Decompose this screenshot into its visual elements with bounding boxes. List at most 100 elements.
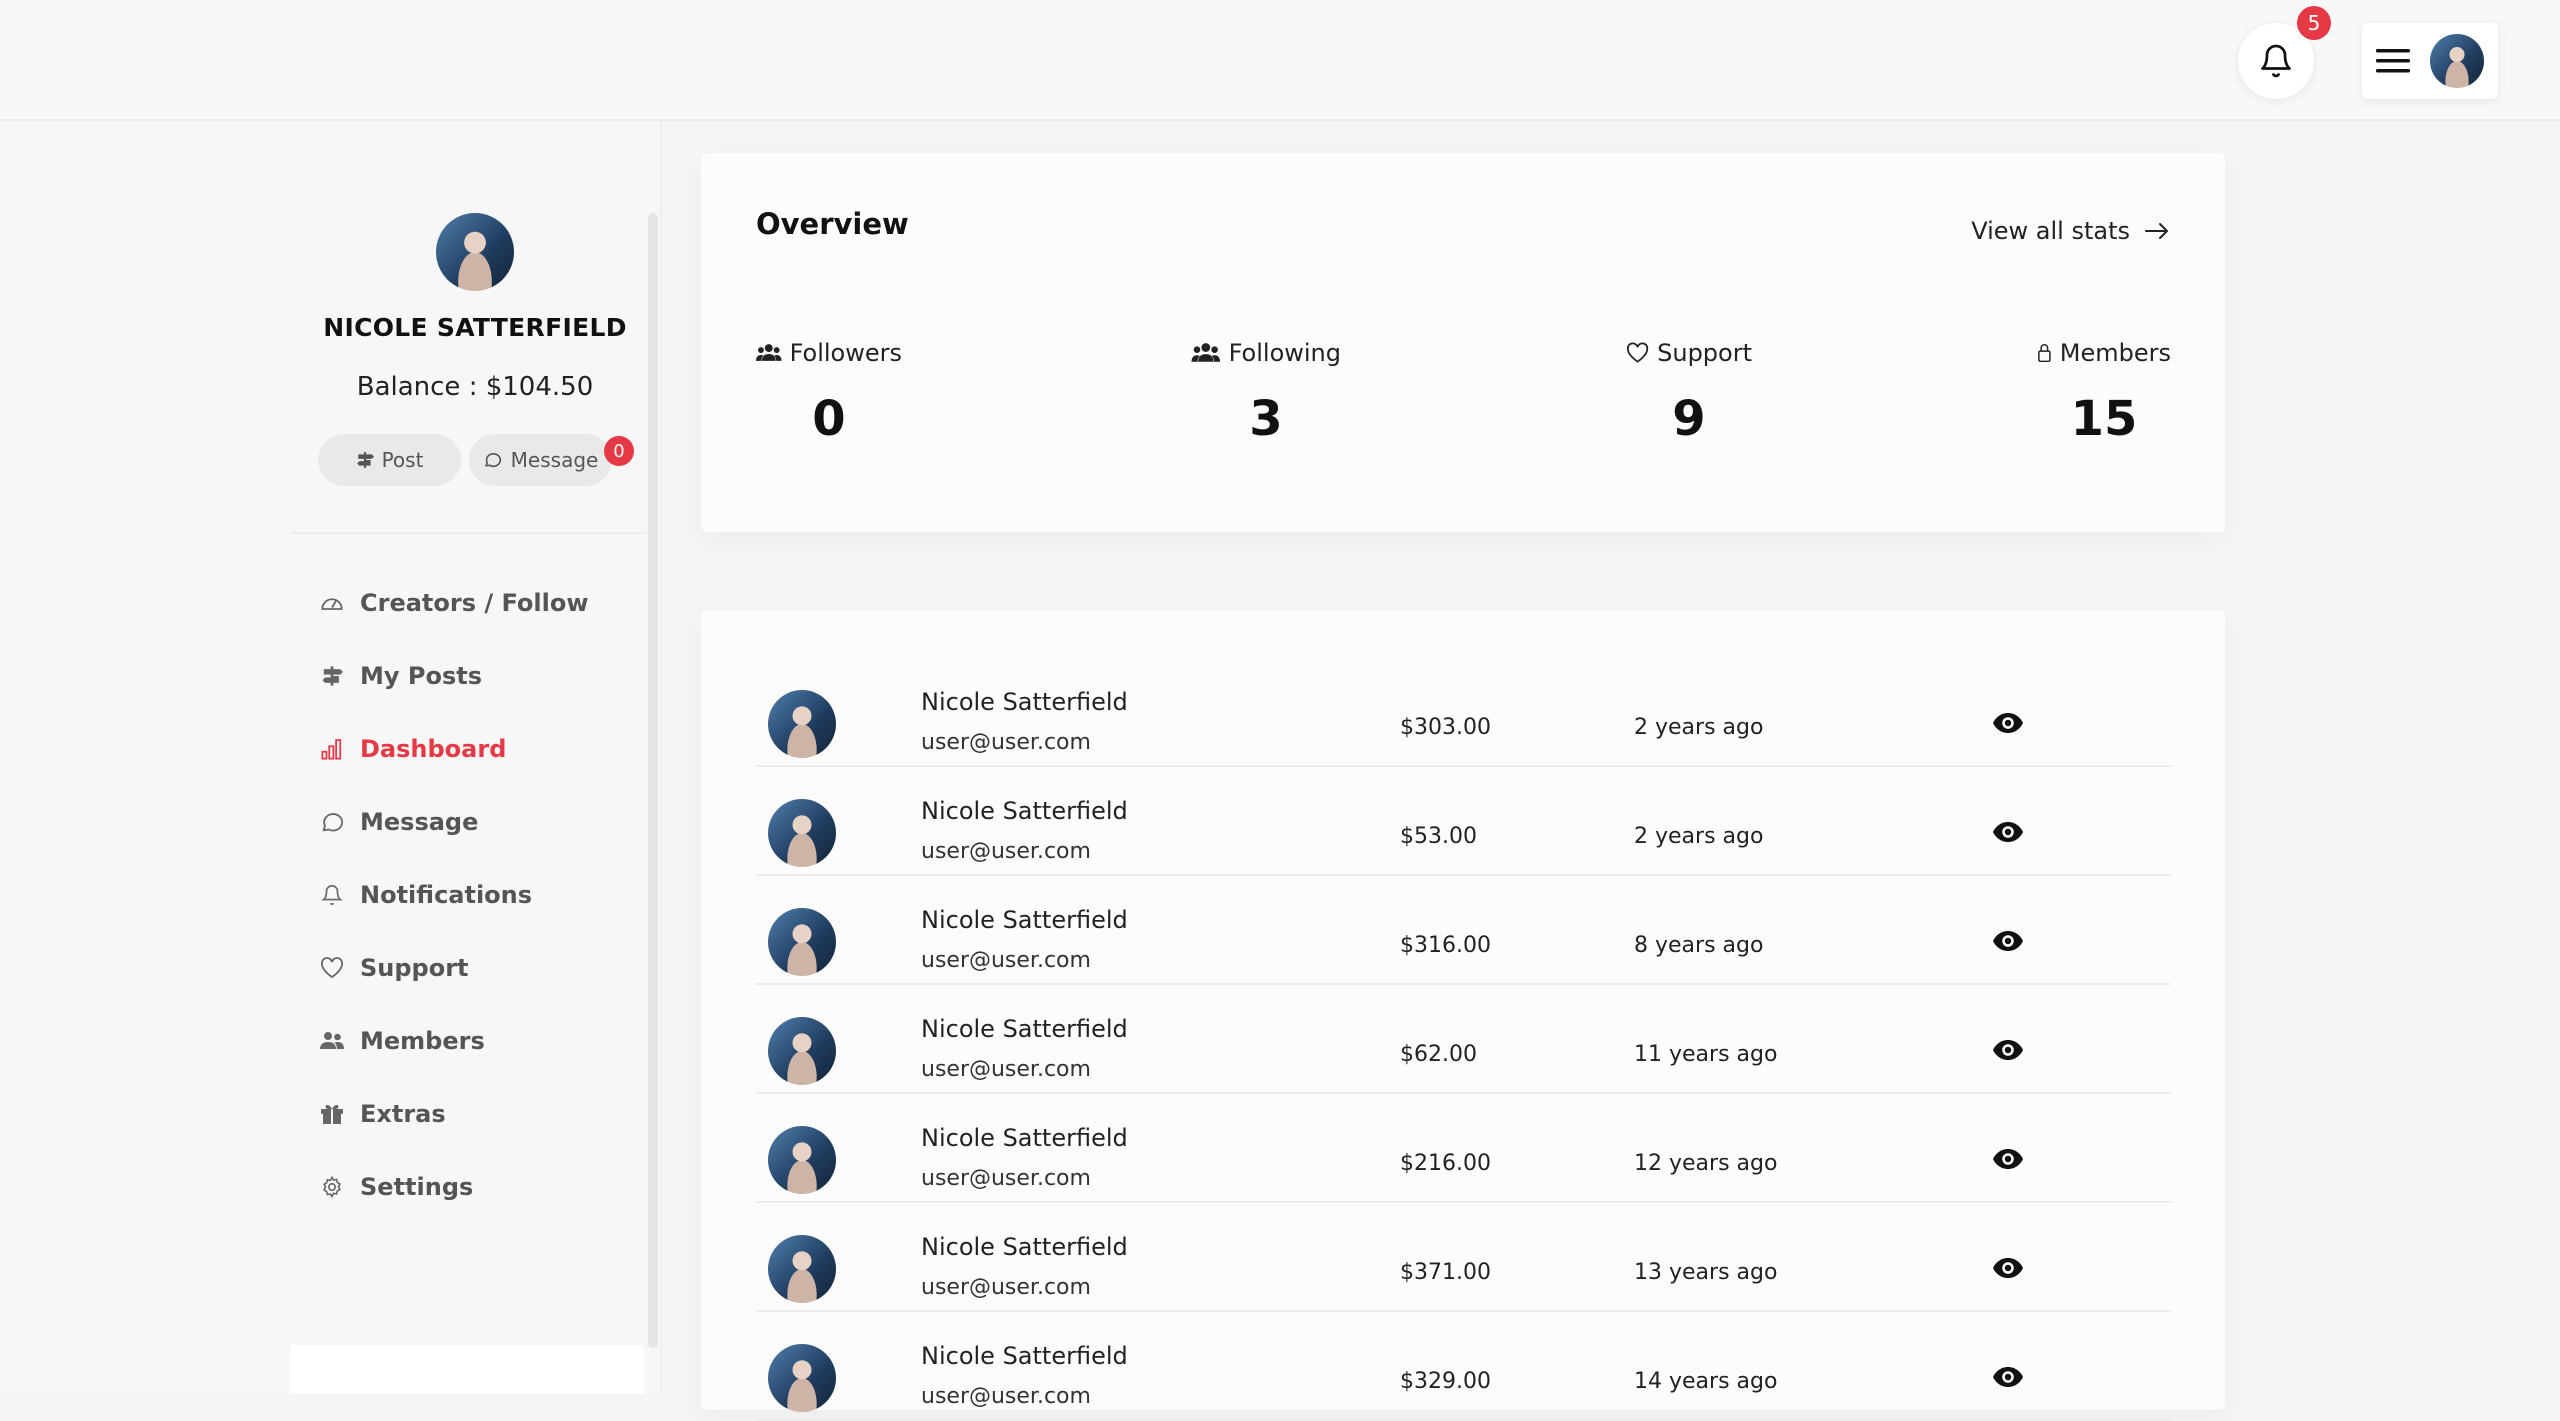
row-amount: $316.00: [1400, 933, 1491, 958]
heart-icon: [318, 954, 346, 982]
row-avatar: [768, 1017, 836, 1085]
row-email: user@user.com: [921, 730, 1091, 755]
row-time: 12 years ago: [1634, 1151, 1778, 1176]
nav-item-settings[interactable]: Settings: [318, 1165, 473, 1209]
nav-item-dashboard[interactable]: Dashboard: [318, 727, 506, 771]
nav-item-notifications[interactable]: Notifications: [318, 873, 532, 917]
table-row[interactable]: Nicole Satterfield user@user.com $371.00…: [756, 1203, 2171, 1312]
sidebar-scrollbar[interactable]: [648, 213, 658, 1348]
row-email: user@user.com: [921, 1057, 1091, 1082]
nav-item-label: Creators / Follow: [360, 589, 589, 617]
lock-icon: [2038, 344, 2051, 363]
sidebar-divider: [292, 532, 646, 534]
row-email: user@user.com: [921, 1275, 1091, 1300]
chat-icon: [484, 452, 501, 468]
nav-item-label: My Posts: [360, 662, 483, 690]
message-count-badge: 0: [604, 436, 634, 466]
row-name: Nicole Satterfield: [921, 688, 1128, 716]
row-amount: $329.00: [1400, 1369, 1491, 1394]
table-row[interactable]: Nicole Satterfield user@user.com $53.00 …: [756, 767, 2171, 876]
row-name: Nicole Satterfield: [921, 1342, 1128, 1370]
overview-title: Overview: [756, 207, 909, 241]
eye-icon[interactable]: [1993, 1257, 2023, 1279]
table-row[interactable]: Nicole Satterfield user@user.com $329.00…: [756, 1312, 2171, 1421]
nav-item-creators-follow[interactable]: Creators / Follow: [318, 581, 589, 625]
nav-item-label: Members: [360, 1027, 485, 1055]
sidebar: NICOLE SATTERFIELD Balance : $104.50 Pos…: [0, 123, 662, 1394]
row-amount: $216.00: [1400, 1151, 1491, 1176]
eye-icon[interactable]: [1993, 712, 2023, 734]
row-name: Nicole Satterfield: [921, 1124, 1128, 1152]
stat-label: Support: [1657, 339, 1752, 367]
header-avatar: [2430, 34, 2484, 88]
row-amount: $303.00: [1400, 715, 1491, 740]
post-button[interactable]: Post: [318, 434, 461, 486]
row-time: 2 years ago: [1634, 824, 1764, 849]
view-all-stats-link[interactable]: View all stats: [1971, 217, 2170, 245]
eye-icon[interactable]: [1993, 1366, 2023, 1388]
nav-item-my-posts[interactable]: My Posts: [318, 654, 482, 698]
chat-icon: [318, 808, 346, 836]
nav-item-label: Support: [360, 954, 469, 982]
stat-followers[interactable]: Followers 0: [756, 339, 902, 447]
row-avatar: [768, 908, 836, 976]
stat-value: 15: [2070, 391, 2138, 447]
message-button-label: Message: [510, 448, 599, 472]
stat-label: Followers: [789, 339, 902, 367]
eye-icon[interactable]: [1993, 1039, 2023, 1061]
people-icon: [318, 1027, 346, 1055]
profile-avatar[interactable]: [436, 213, 514, 291]
row-amount: $53.00: [1400, 824, 1477, 849]
row-email: user@user.com: [921, 1166, 1091, 1191]
nav-item-label: Settings: [360, 1173, 474, 1201]
stat-label: Following: [1228, 339, 1341, 367]
arrow-right-icon: [2145, 223, 2168, 239]
row-email: user@user.com: [921, 839, 1091, 864]
bell-icon: [2261, 44, 2291, 78]
nav-item-message[interactable]: Message: [318, 800, 478, 844]
row-name: Nicole Satterfield: [921, 797, 1128, 825]
balance-label: Balance : $104.50: [356, 372, 594, 402]
nav-item-label: Extras: [360, 1100, 446, 1128]
row-email: user@user.com: [921, 1384, 1091, 1409]
people-icon: [1191, 343, 1221, 362]
nav-item-label: Notifications: [360, 881, 533, 909]
sidebar-footer: [290, 1345, 644, 1394]
row-name: Nicole Satterfield: [921, 1233, 1128, 1261]
user-menu-button[interactable]: [2362, 23, 2498, 99]
post-button-label: Post: [381, 448, 424, 472]
people-icon: [756, 344, 782, 361]
signpost-icon: [356, 452, 374, 468]
nav-item-support[interactable]: Support: [318, 946, 469, 990]
nav-item-members[interactable]: Members: [318, 1019, 485, 1063]
nav-item-label: Message: [360, 808, 479, 836]
stat-members[interactable]: Members 15: [2037, 339, 2171, 447]
bell-icon: [318, 881, 346, 909]
stat-value: 0: [812, 391, 846, 447]
profile-name: NICOLE SATTERFIELD: [323, 313, 627, 342]
stat-following[interactable]: Following 3: [1191, 339, 1341, 447]
notifications-button[interactable]: [2238, 23, 2314, 99]
signpost-icon: [318, 662, 346, 690]
table-row[interactable]: Nicole Satterfield user@user.com $216.00…: [756, 1094, 2171, 1203]
row-amount: $62.00: [1400, 1042, 1477, 1067]
stat-support[interactable]: Support 9: [1626, 339, 1752, 447]
table-row[interactable]: Nicole Satterfield user@user.com $62.00 …: [756, 985, 2171, 1094]
top-bar: 5: [0, 0, 2560, 121]
stat-value: 9: [1672, 391, 1706, 447]
table-row[interactable]: Nicole Satterfield user@user.com $316.00…: [756, 876, 2171, 985]
message-button[interactable]: Message: [469, 434, 612, 486]
row-email: user@user.com: [921, 948, 1091, 973]
eye-icon[interactable]: [1993, 930, 2023, 952]
table-row[interactable]: Nicole Satterfield user@user.com $303.00…: [756, 658, 2171, 767]
eye-icon[interactable]: [1993, 1148, 2023, 1170]
row-name: Nicole Satterfield: [921, 1015, 1128, 1043]
row-time: 11 years ago: [1634, 1042, 1778, 1067]
stat-label: Members: [2059, 339, 2171, 367]
nav-item-extras[interactable]: Extras: [318, 1092, 446, 1136]
gauge-icon: [318, 589, 346, 617]
row-time: 2 years ago: [1634, 715, 1764, 740]
eye-icon[interactable]: [1993, 821, 2023, 843]
bar-chart-icon: [318, 735, 346, 763]
row-avatar: [768, 1235, 836, 1303]
